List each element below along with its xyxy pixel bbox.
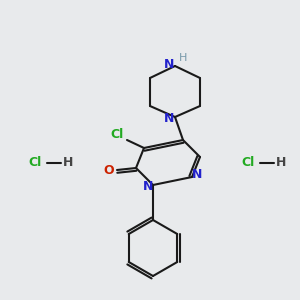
Text: H: H [63,157,73,169]
Text: Cl: Cl [242,157,255,169]
Text: Cl: Cl [110,128,124,140]
Text: H: H [276,157,286,169]
Text: H: H [179,53,187,63]
Text: N: N [164,112,174,125]
Text: N: N [164,58,174,70]
Text: N: N [192,169,202,182]
Text: Cl: Cl [28,157,42,169]
Text: N: N [143,179,153,193]
Text: O: O [104,164,114,176]
